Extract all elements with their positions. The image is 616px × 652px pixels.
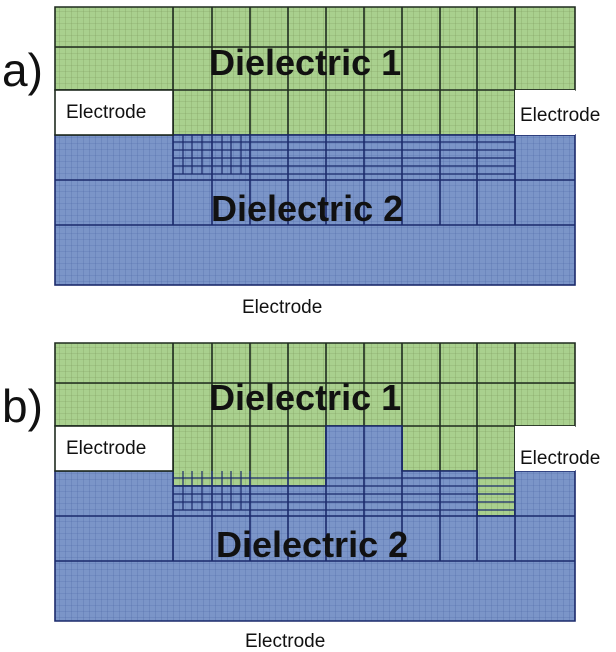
electrode-left: Electrode xyxy=(54,425,174,472)
electrode-right-label: Electrode xyxy=(520,105,600,126)
panel-a-mesh-diagram: a) xyxy=(2,6,600,318)
electrode-bottom-label: Electrode xyxy=(245,631,325,652)
dielectric-2-block-grid xyxy=(54,134,576,286)
refined-interface-mesh xyxy=(173,135,515,175)
electrode-right: Electrode xyxy=(515,426,600,471)
electrode-bottom-label: Electrode xyxy=(242,297,322,318)
electrode-left: Electrode xyxy=(54,89,174,136)
dielectric-1-label: Dielectric 1 xyxy=(209,42,401,83)
dielectric-2-region xyxy=(54,134,576,286)
dielectric-1-label: Dielectric 1 xyxy=(209,377,401,418)
electrode-right-label: Electrode xyxy=(520,448,600,469)
panel-a-letter: a) xyxy=(2,44,43,96)
electrode-right: Electrode xyxy=(515,90,600,135)
electrode-left-label: Electrode xyxy=(66,102,146,123)
dielectric-2-label: Dielectric 2 xyxy=(211,188,403,229)
dielectric-1-region xyxy=(54,6,576,136)
dielectric-2-region xyxy=(54,425,576,622)
electrode-left-label: Electrode xyxy=(66,438,146,459)
panel-b-mesh-diagram: b) xyxy=(2,342,600,652)
dielectric-2-block-grid xyxy=(54,425,576,622)
panel-b-letter: b) xyxy=(2,380,43,432)
dielectric-2-label: Dielectric 2 xyxy=(216,524,408,565)
